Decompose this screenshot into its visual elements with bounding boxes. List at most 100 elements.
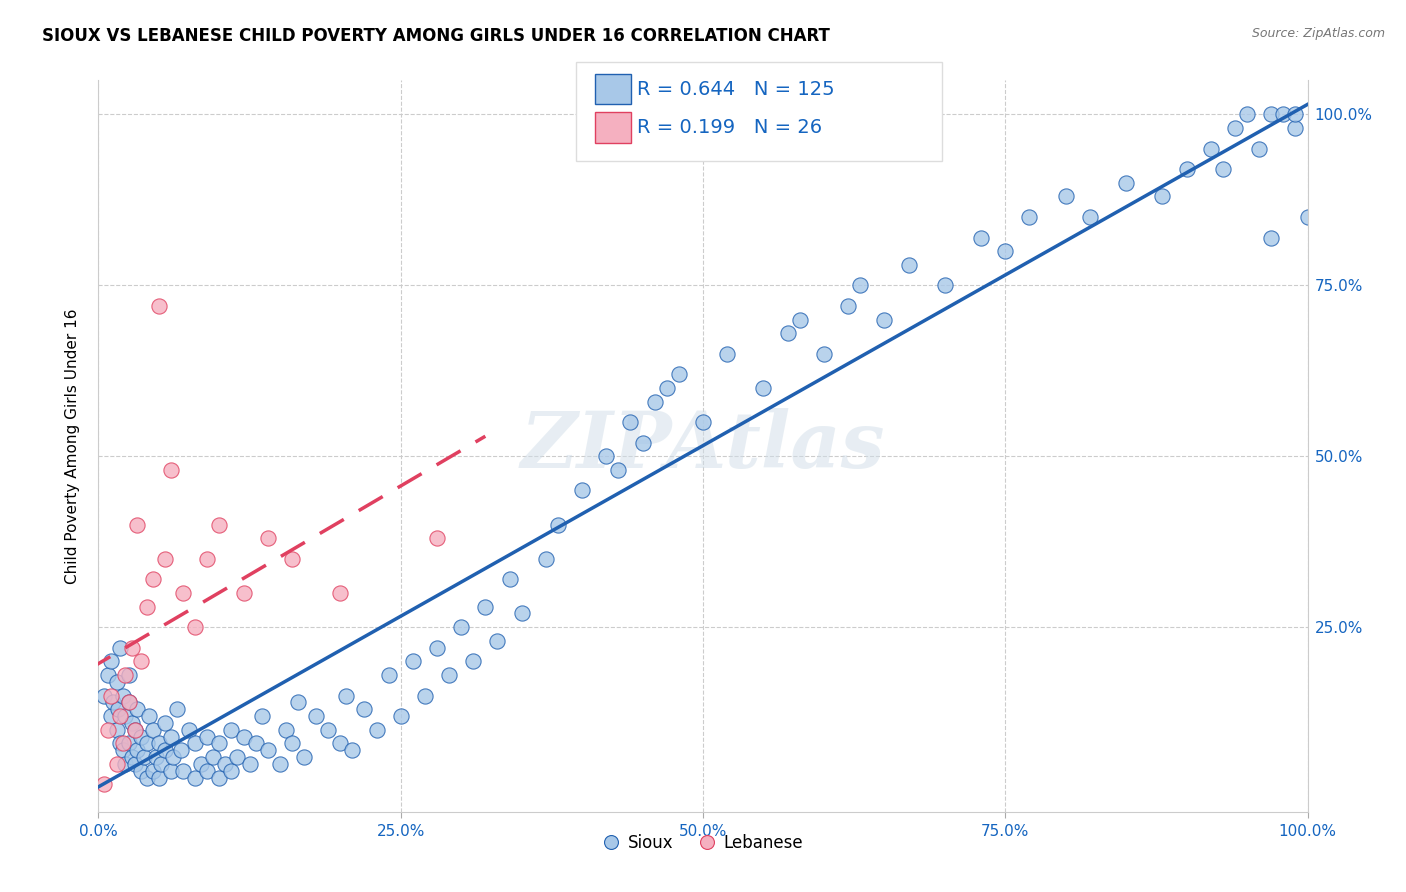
Point: [1175, 162, 1198, 177]
Point: [101, 695, 124, 709]
Point: [97, 723, 120, 737]
Point: [292, 750, 315, 764]
Point: [93, 777, 115, 791]
Point: [256, 743, 278, 757]
Point: [1212, 162, 1234, 177]
Point: [127, 743, 149, 757]
Point: [232, 730, 254, 744]
Point: [571, 483, 593, 498]
Point: [934, 278, 956, 293]
Point: [172, 586, 194, 600]
Point: [93, 689, 115, 703]
Point: [245, 736, 267, 750]
Legend: Sioux, Lebanese: Sioux, Lebanese: [596, 827, 810, 858]
Point: [114, 668, 136, 682]
Point: [1078, 210, 1101, 224]
Point: [142, 572, 165, 586]
Point: [114, 756, 136, 771]
Point: [486, 633, 509, 648]
Point: [145, 750, 167, 764]
Point: [450, 620, 472, 634]
Point: [108, 709, 131, 723]
Point: [752, 381, 775, 395]
Point: [121, 715, 143, 730]
Point: [595, 449, 617, 463]
Point: [135, 736, 157, 750]
Point: [668, 368, 690, 382]
Point: [135, 599, 157, 614]
Point: [208, 771, 231, 785]
Point: [118, 736, 141, 750]
Point: [281, 736, 304, 750]
Point: [1018, 210, 1040, 224]
Point: [342, 743, 364, 757]
Point: [437, 668, 460, 682]
Point: [105, 756, 128, 771]
Text: Source: ZipAtlas.com: Source: ZipAtlas.com: [1251, 27, 1385, 40]
Point: [510, 607, 533, 621]
Point: [179, 723, 201, 737]
Point: [463, 654, 485, 668]
Point: [1272, 107, 1295, 121]
Point: [1152, 189, 1174, 203]
Point: [1115, 176, 1137, 190]
Point: [1260, 107, 1282, 121]
Point: [195, 730, 218, 744]
Point: [195, 551, 218, 566]
Point: [226, 750, 249, 764]
Point: [269, 756, 291, 771]
Point: [135, 771, 157, 785]
Point: [208, 736, 231, 750]
Point: [184, 771, 207, 785]
Point: [153, 715, 176, 730]
Point: [281, 551, 304, 566]
Point: [124, 723, 146, 737]
Point: [100, 689, 122, 703]
Point: [250, 709, 273, 723]
Y-axis label: Child Poverty Among Girls Under 16: Child Poverty Among Girls Under 16: [65, 309, 80, 583]
Point: [1284, 121, 1306, 136]
Point: [655, 381, 678, 395]
Text: ZIPAtlas: ZIPAtlas: [520, 408, 886, 484]
Point: [692, 415, 714, 429]
Point: [153, 551, 176, 566]
Point: [114, 709, 136, 723]
Point: [1260, 230, 1282, 244]
Point: [142, 723, 165, 737]
Point: [547, 517, 569, 532]
Point: [121, 640, 143, 655]
Point: [316, 723, 339, 737]
Point: [127, 517, 149, 532]
Point: [837, 299, 859, 313]
Point: [160, 730, 183, 744]
Point: [1199, 142, 1222, 156]
Point: [1284, 107, 1306, 121]
Point: [607, 463, 630, 477]
Point: [142, 764, 165, 778]
Point: [105, 674, 128, 689]
Point: [100, 654, 122, 668]
Text: SIOUX VS LEBANESE CHILD POVERTY AMONG GIRLS UNDER 16 CORRELATION CHART: SIOUX VS LEBANESE CHILD POVERTY AMONG GI…: [42, 27, 830, 45]
Point: [426, 640, 449, 655]
Point: [118, 695, 141, 709]
Point: [121, 750, 143, 764]
Point: [716, 347, 738, 361]
Point: [849, 278, 872, 293]
Point: [166, 702, 188, 716]
Point: [377, 668, 399, 682]
Point: [474, 599, 496, 614]
Point: [127, 702, 149, 716]
Point: [619, 415, 641, 429]
Point: [184, 620, 207, 634]
Point: [413, 689, 436, 703]
Point: [402, 654, 425, 668]
Point: [239, 756, 262, 771]
Point: [111, 736, 134, 750]
Point: [1236, 107, 1258, 121]
Point: [172, 764, 194, 778]
Point: [274, 723, 297, 737]
Point: [169, 743, 191, 757]
Point: [160, 463, 183, 477]
Point: [111, 743, 134, 757]
Point: [534, 551, 557, 566]
